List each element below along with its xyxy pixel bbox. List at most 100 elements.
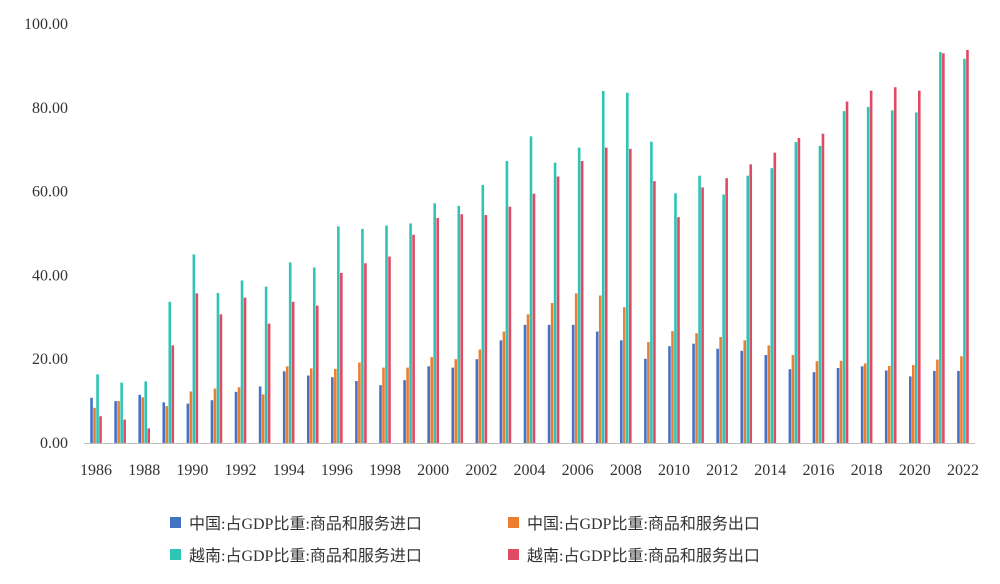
bar — [189, 391, 193, 443]
bar — [267, 323, 271, 443]
bar — [942, 53, 945, 443]
bar — [382, 367, 385, 443]
bar — [144, 381, 147, 443]
bar — [331, 377, 334, 443]
x-tick-label: 1992 — [225, 462, 257, 479]
bar — [210, 400, 214, 443]
bar — [96, 374, 99, 443]
bar — [918, 90, 921, 444]
bar — [860, 366, 864, 443]
bar — [117, 401, 120, 443]
x-tick-label: 2020 — [899, 462, 931, 479]
bar — [315, 305, 319, 443]
bar — [436, 218, 439, 443]
bar — [192, 254, 196, 443]
bar-chart: 0.00 20.00 40.00 60.00 80.00 100.00 1986 1988 19… — [24, 16, 979, 479]
bar — [355, 380, 358, 443]
bar — [740, 350, 744, 443]
bar — [412, 234, 415, 443]
bar — [258, 386, 262, 443]
bar — [358, 362, 361, 443]
legend: 中国:占GDP比重:商品和服务进口 中国:占GDP比重:商品和服务出口 越南:占… — [170, 506, 870, 570]
bar — [839, 360, 843, 443]
x-tick-label: 2018 — [851, 462, 883, 479]
bar — [340, 272, 343, 443]
bar — [505, 161, 509, 443]
bar — [574, 293, 578, 443]
x-tick-label: 2014 — [754, 462, 786, 479]
x-tick-label: 2004 — [514, 462, 546, 479]
bar — [863, 363, 867, 443]
bar — [939, 52, 942, 443]
legend-label: 中国:占GDP比重:商品和服务出口 — [527, 516, 760, 533]
bar — [869, 90, 873, 444]
y-tick-label: 40.00 — [32, 267, 68, 284]
x-tick-label: 2006 — [562, 462, 594, 479]
x-tick-label: 2022 — [947, 462, 979, 479]
bar — [909, 376, 912, 443]
y-tick-label: 80.00 — [32, 100, 68, 117]
bar — [812, 372, 816, 443]
y-tick-label: 100.00 — [24, 16, 68, 33]
bar — [409, 223, 412, 443]
bar — [123, 419, 126, 443]
bar — [451, 367, 455, 443]
bar — [219, 314, 223, 443]
bar — [842, 111, 846, 444]
bar — [773, 152, 777, 443]
x-tick-label: 1994 — [273, 462, 305, 479]
bar — [668, 346, 671, 443]
x-tick-label: 1986 — [80, 462, 112, 479]
bar — [571, 324, 575, 443]
x-tick-label: 2008 — [610, 462, 642, 479]
bar — [237, 387, 241, 443]
bar — [171, 345, 175, 443]
bar — [454, 359, 458, 443]
bar — [243, 297, 247, 443]
bar — [114, 401, 117, 443]
bar — [553, 162, 557, 443]
bar — [836, 368, 840, 443]
bar — [403, 380, 406, 443]
bar — [93, 407, 96, 443]
x-tick-label: 2012 — [706, 462, 738, 479]
bar — [577, 147, 581, 444]
x-tick-label: 2016 — [802, 462, 834, 479]
bar — [866, 106, 870, 444]
bar — [427, 366, 430, 443]
bar — [595, 331, 599, 443]
bar — [264, 286, 268, 443]
bar — [746, 175, 750, 443]
bar — [141, 397, 144, 443]
y-tick-label: 20.00 — [32, 351, 68, 368]
bar — [216, 293, 220, 443]
x-tick-label: 2002 — [465, 462, 497, 479]
legend-swatch — [170, 516, 181, 528]
legend-swatch — [170, 548, 181, 560]
bar — [794, 142, 798, 443]
bar — [168, 301, 172, 443]
legend-label: 越南:占GDP比重:商品和服务进口 — [189, 548, 422, 565]
bar — [460, 214, 464, 443]
bar — [743, 340, 747, 443]
bar — [677, 217, 680, 443]
bar — [893, 87, 897, 444]
y-tick-label: 0.00 — [40, 435, 68, 452]
bar — [818, 145, 822, 443]
bar — [788, 369, 792, 443]
bar — [960, 356, 963, 443]
bar — [966, 49, 969, 443]
bar — [884, 370, 888, 443]
bar — [282, 371, 286, 443]
bar — [749, 164, 753, 443]
bar — [364, 263, 367, 443]
bar — [770, 168, 774, 443]
bar — [138, 394, 141, 443]
bar — [791, 355, 795, 443]
bar — [598, 295, 602, 443]
bar — [406, 367, 409, 443]
x-tick-label: 1996 — [321, 462, 353, 479]
bar — [815, 361, 819, 443]
bar — [963, 58, 966, 443]
bar — [890, 110, 894, 443]
